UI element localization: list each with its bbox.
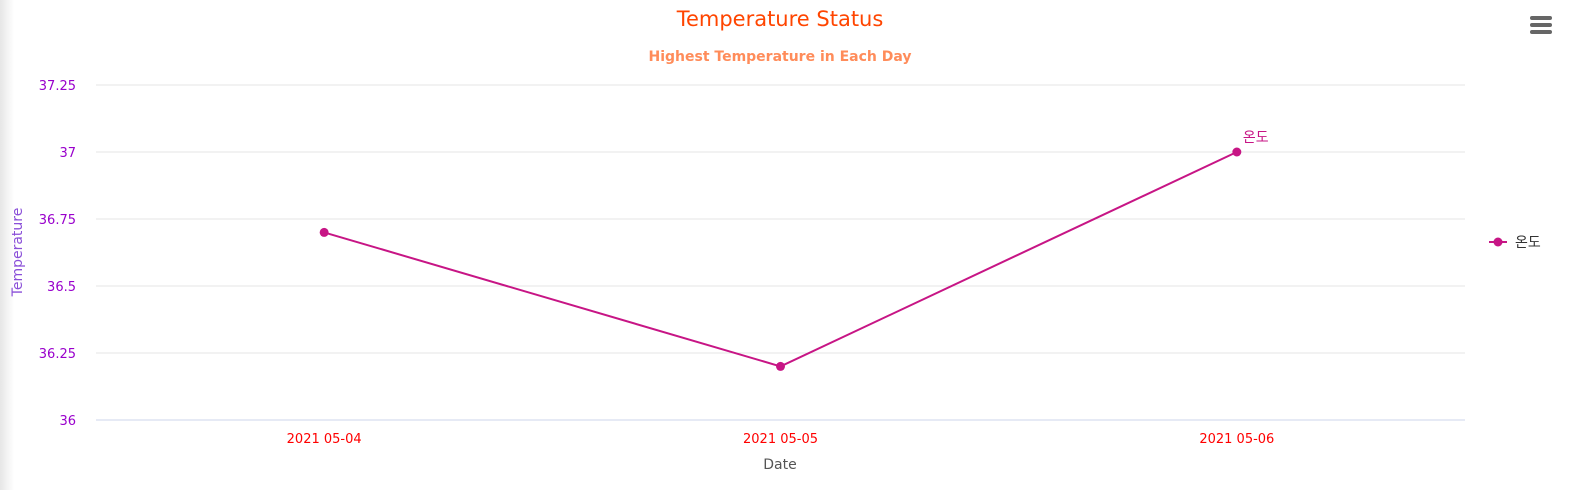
- y-tick-label: 36.5: [47, 280, 76, 295]
- data-point[interactable]: [776, 361, 785, 371]
- y-tick-label: 37: [59, 146, 76, 161]
- data-point[interactable]: [1232, 147, 1242, 157]
- y-tick-label: 36.25: [39, 347, 76, 362]
- menu-bar-bottom: [1530, 30, 1552, 34]
- legend-item-label[interactable]: 온도: [1515, 235, 1541, 251]
- x-tick-label: 2021 05-06: [1199, 432, 1274, 447]
- legend-symbol-marker: [1493, 237, 1503, 247]
- menu-bar-middle: [1530, 23, 1552, 27]
- series-end-label: 온도: [1243, 130, 1269, 146]
- y-tick-label: 37.25: [39, 79, 76, 94]
- legend[interactable]: 온도: [1489, 235, 1541, 251]
- y-tick-label: 36.75: [39, 213, 76, 228]
- hamburger-menu-icon[interactable]: [1527, 12, 1555, 38]
- grid-lines: [96, 84, 1465, 354]
- x-tick-label: 2021 05-04: [287, 432, 362, 447]
- menu-bar-top: [1530, 16, 1552, 20]
- x-axis-title: Date: [763, 457, 796, 473]
- x-tick-labels: 2021 05-04 2021 05-05 2021 05-06: [287, 432, 1275, 447]
- y-axis-title: Temperature: [10, 208, 26, 298]
- x-tick-label: 2021 05-05: [743, 432, 818, 447]
- y-tick-label: 36: [59, 414, 76, 429]
- chart-subtitle: Highest Temperature in Each Day: [648, 49, 911, 65]
- series-group: 온도: [319, 130, 1269, 371]
- y-tick-labels: 36 36.25 36.5 36.75 37 37.25: [39, 79, 76, 429]
- series-line: [323, 151, 1238, 368]
- left-edge-shadow: [0, 0, 14, 490]
- data-point[interactable]: [319, 227, 329, 237]
- chart-title: Temperature Status: [676, 7, 884, 31]
